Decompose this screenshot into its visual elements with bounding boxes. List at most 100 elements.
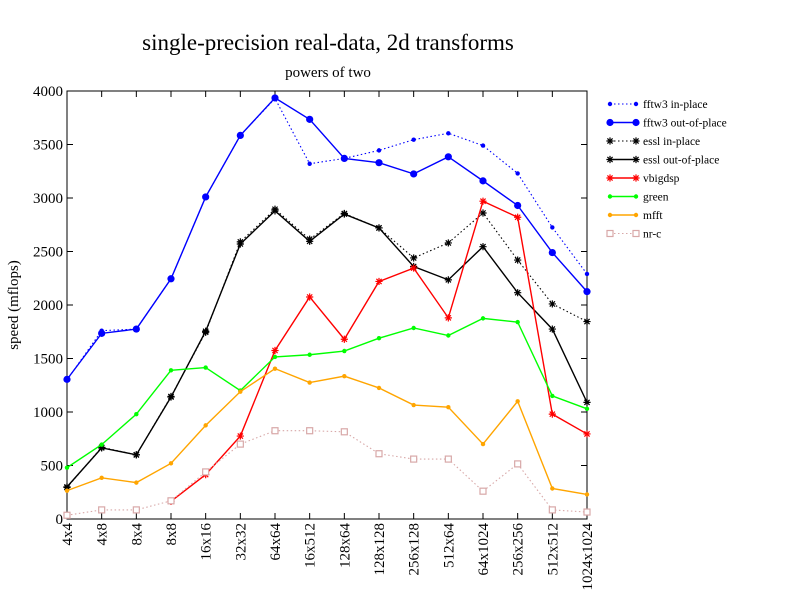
x-tick-label: 1024x1024	[580, 523, 596, 591]
data-point	[583, 288, 591, 296]
data-point	[479, 209, 487, 217]
data-point	[202, 193, 210, 201]
data-point	[479, 177, 487, 185]
data-point	[583, 508, 591, 516]
x-tick-label: 32x32	[233, 523, 249, 561]
data-point	[167, 393, 175, 401]
data-point	[167, 497, 175, 505]
data-point	[98, 329, 106, 337]
data-point	[375, 159, 383, 167]
data-point	[306, 237, 314, 245]
legend-marker	[632, 137, 640, 145]
y-tick-label: 500	[41, 459, 64, 475]
legend: fftw3 in-place fftw3 out-of-place essl in-…	[606, 99, 727, 241]
legend-label: mfft	[643, 210, 663, 222]
data-point	[446, 131, 451, 136]
series-essl-in-place	[63, 205, 591, 492]
x-tick-label: 16x512	[303, 523, 319, 568]
data-point	[376, 148, 382, 153]
y-tick-label: 1000	[33, 405, 63, 421]
series-line	[66, 430, 588, 516]
data-point	[515, 399, 520, 404]
chart-title: single-precision real-data, 2d transform…	[142, 30, 514, 55]
legend-label: essl in-place	[643, 136, 700, 148]
series-vbigdsp	[167, 197, 591, 505]
legend-marker	[607, 101, 613, 107]
chart-subtitle: powers of two	[285, 65, 371, 81]
legend-item: green	[607, 192, 669, 204]
data-point	[410, 455, 418, 463]
data-point	[272, 366, 278, 371]
data-point	[132, 451, 140, 459]
data-point	[203, 365, 208, 370]
legend-item: vbigdsp	[606, 173, 680, 185]
legend-marker	[632, 118, 640, 127]
y-tick-label: 3000	[33, 191, 63, 207]
data-point	[271, 346, 279, 355]
legend-label: nr-c	[643, 229, 661, 241]
data-point	[134, 411, 139, 417]
data-point	[271, 94, 279, 102]
legend-marker	[633, 212, 639, 218]
data-point	[514, 289, 522, 297]
data-point	[514, 201, 522, 210]
data-point	[271, 207, 279, 215]
legend-marker	[606, 118, 614, 127]
x-tick-label: 256x128	[407, 523, 423, 576]
data-point	[236, 440, 244, 448]
series-line	[66, 367, 588, 496]
data-point	[238, 389, 243, 394]
legend-item: essl out-of-place	[606, 155, 719, 167]
data-point	[307, 380, 312, 385]
data-point	[342, 348, 347, 354]
data-point	[306, 115, 314, 123]
data-point	[307, 352, 312, 357]
data-point	[64, 488, 70, 493]
data-point	[444, 239, 452, 247]
data-point	[583, 317, 591, 326]
data-point	[203, 423, 208, 428]
legend-marker	[632, 174, 640, 182]
legend-marker	[606, 229, 614, 238]
data-point	[410, 170, 418, 178]
series-essl-out-of-place	[63, 207, 591, 491]
data-point	[167, 275, 175, 283]
legend-label: green	[643, 192, 669, 204]
x-tick-label: 8x4	[129, 523, 145, 546]
legend-label: essl out-of-place	[643, 155, 719, 167]
y-tick-label: 2000	[33, 298, 63, 314]
legend-item: mfft	[607, 210, 663, 222]
data-point	[63, 483, 71, 491]
data-point	[479, 243, 487, 251]
legend-label: vbigdsp	[643, 173, 680, 185]
series-line	[66, 209, 588, 488]
data-point	[63, 375, 71, 383]
data-point	[550, 486, 555, 491]
data-point	[514, 256, 522, 264]
x-tick-label: 128x64	[337, 523, 353, 569]
x-tick-label: 64x1024	[476, 523, 492, 576]
x-tick-label: 64x64	[268, 523, 284, 561]
legend-marker	[632, 229, 640, 238]
data-point	[168, 368, 174, 373]
x-tick-label: 256x256	[511, 523, 527, 576]
legend-marker	[633, 101, 639, 107]
y-tick-label: 2500	[33, 245, 63, 261]
data-point	[271, 427, 279, 435]
data-point	[550, 225, 555, 230]
data-point	[410, 264, 418, 272]
data-point	[584, 406, 590, 411]
data-point	[584, 271, 590, 277]
data-point	[340, 210, 348, 218]
data-point	[202, 468, 210, 476]
y-tick-label: 1500	[33, 352, 63, 368]
y-tick-label: 4000	[33, 84, 63, 100]
x-tick-label: 512x512	[545, 523, 561, 576]
data-point	[342, 373, 347, 379]
x-tick-label: 512x64	[441, 523, 457, 569]
data-point	[375, 450, 383, 458]
data-point	[236, 240, 244, 248]
data-point	[375, 224, 383, 232]
data-point	[548, 410, 556, 418]
